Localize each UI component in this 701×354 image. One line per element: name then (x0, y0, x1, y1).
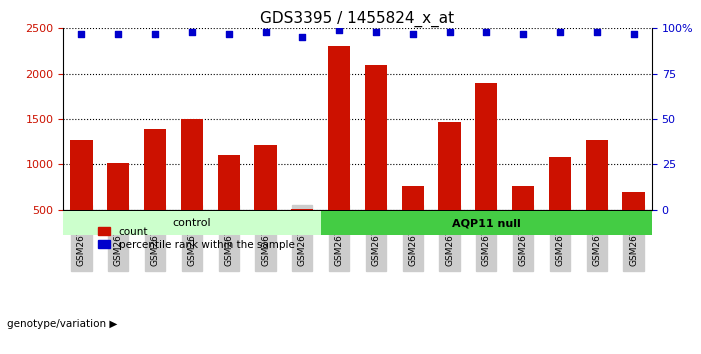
Point (113, 31, 124, 36)
Point (591, 29, 602, 35)
Bar (402, 186, 423, 210)
Point (370, 29, 381, 35)
FancyBboxPatch shape (320, 211, 652, 235)
Point (186, 29, 198, 35)
Text: AQP11 null: AQP11 null (452, 218, 521, 228)
Point (260, 29, 271, 35)
Bar (107, 163, 129, 210)
Point (223, 31, 234, 36)
Title: GDS3395 / 1455824_x_at: GDS3395 / 1455824_x_at (261, 11, 454, 27)
Point (517, 31, 529, 36)
Bar (144, 129, 166, 210)
Point (554, 29, 566, 35)
Point (76, 31, 87, 36)
Bar (365, 64, 387, 210)
Bar (549, 157, 571, 210)
Point (149, 31, 161, 36)
Bar (181, 119, 203, 210)
Bar (254, 145, 277, 210)
Bar (218, 155, 240, 210)
Bar (439, 122, 461, 210)
Text: genotype/variation ▶: genotype/variation ▶ (7, 319, 117, 329)
Point (407, 31, 418, 36)
Bar (512, 186, 534, 210)
Point (334, 27, 345, 33)
Point (628, 31, 639, 36)
FancyBboxPatch shape (63, 211, 320, 235)
Point (297, 35, 308, 40)
Point (444, 29, 455, 35)
Bar (586, 140, 608, 210)
Point (481, 29, 492, 35)
Bar (292, 209, 313, 210)
Text: control: control (172, 218, 211, 228)
Bar (475, 83, 498, 210)
Bar (622, 192, 645, 210)
Bar (70, 140, 93, 210)
Legend: count, percentile rank within the sample: count, percentile rank within the sample (97, 227, 294, 250)
Bar (328, 46, 350, 210)
